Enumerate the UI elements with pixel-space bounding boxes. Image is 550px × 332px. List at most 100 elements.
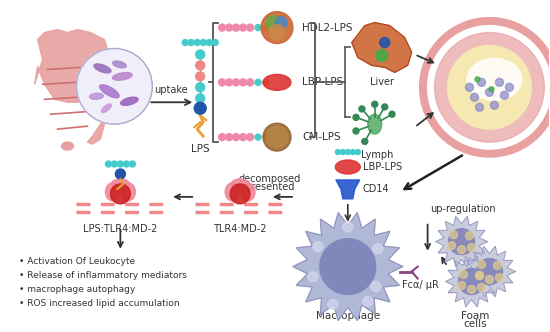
Circle shape	[448, 45, 531, 129]
Circle shape	[372, 101, 378, 107]
Circle shape	[182, 40, 188, 45]
Circle shape	[129, 161, 135, 167]
Text: TLR4:MD-2: TLR4:MD-2	[213, 224, 267, 234]
Circle shape	[500, 91, 508, 99]
Text: Macrophage: Macrophage	[316, 311, 380, 321]
Circle shape	[345, 150, 350, 155]
Text: HDL2-LPS: HDL2-LPS	[302, 23, 353, 33]
Circle shape	[123, 161, 129, 167]
Circle shape	[212, 40, 218, 45]
Circle shape	[505, 83, 513, 91]
Text: cells: cells	[464, 319, 487, 329]
Circle shape	[382, 104, 388, 110]
Circle shape	[263, 79, 269, 85]
Circle shape	[363, 296, 373, 306]
Ellipse shape	[120, 97, 138, 105]
Circle shape	[219, 134, 225, 141]
Circle shape	[477, 261, 486, 269]
Circle shape	[434, 33, 544, 142]
Text: Lymph: Lymph	[361, 150, 393, 160]
Circle shape	[475, 77, 480, 82]
Circle shape	[496, 78, 503, 86]
Circle shape	[76, 48, 152, 124]
Ellipse shape	[106, 183, 119, 201]
Circle shape	[226, 79, 233, 86]
Circle shape	[496, 274, 503, 282]
Circle shape	[320, 239, 376, 294]
Polygon shape	[336, 180, 360, 199]
Text: presented: presented	[245, 182, 295, 192]
Circle shape	[200, 40, 206, 45]
Text: Fcα/ μR: Fcα/ μR	[402, 280, 438, 290]
Circle shape	[336, 150, 340, 155]
Text: LBP-LPS: LBP-LPS	[302, 77, 343, 87]
Text: • macrophage autophagy: • macrophage autophagy	[19, 285, 135, 294]
Text: LPS:TLR4:MD-2: LPS:TLR4:MD-2	[83, 224, 158, 234]
Ellipse shape	[225, 183, 239, 201]
Circle shape	[353, 128, 359, 134]
Text: up-regulation: up-regulation	[431, 204, 496, 214]
Ellipse shape	[368, 114, 382, 134]
Circle shape	[226, 134, 233, 141]
Circle shape	[112, 161, 117, 167]
Circle shape	[246, 134, 254, 141]
Circle shape	[458, 282, 465, 290]
Ellipse shape	[90, 93, 103, 99]
Text: uptake: uptake	[155, 85, 188, 95]
Ellipse shape	[113, 61, 126, 68]
Circle shape	[427, 26, 550, 149]
Circle shape	[371, 282, 381, 291]
Circle shape	[373, 244, 383, 254]
Circle shape	[246, 79, 254, 86]
Circle shape	[362, 138, 368, 144]
Ellipse shape	[122, 183, 135, 201]
Ellipse shape	[113, 72, 132, 80]
Circle shape	[476, 259, 502, 285]
Circle shape	[263, 123, 291, 151]
Circle shape	[117, 161, 123, 167]
Text: • Release of inflammatory mediators: • Release of inflammatory mediators	[19, 271, 186, 280]
Circle shape	[116, 169, 125, 179]
Circle shape	[233, 24, 240, 31]
Ellipse shape	[102, 104, 111, 113]
Circle shape	[379, 38, 390, 47]
Ellipse shape	[241, 183, 255, 201]
Circle shape	[465, 83, 474, 91]
Text: LBP-LPS: LBP-LPS	[363, 162, 402, 172]
Circle shape	[343, 222, 353, 232]
Circle shape	[269, 25, 285, 41]
Circle shape	[233, 134, 240, 141]
Circle shape	[263, 25, 269, 31]
Circle shape	[489, 87, 494, 92]
Circle shape	[194, 40, 200, 45]
Circle shape	[476, 272, 483, 280]
Circle shape	[308, 272, 318, 282]
Circle shape	[448, 242, 455, 250]
Circle shape	[111, 184, 130, 204]
Circle shape	[465, 232, 474, 240]
Circle shape	[188, 40, 194, 45]
Ellipse shape	[94, 64, 111, 73]
Circle shape	[255, 79, 261, 85]
Text: • Activation Of Leukocyte: • Activation Of Leukocyte	[19, 257, 135, 266]
Circle shape	[389, 111, 395, 117]
Circle shape	[353, 115, 359, 121]
Circle shape	[266, 16, 280, 30]
Circle shape	[420, 18, 550, 157]
Circle shape	[476, 103, 483, 111]
Circle shape	[355, 150, 360, 155]
Circle shape	[196, 61, 205, 70]
Circle shape	[459, 269, 485, 294]
Ellipse shape	[100, 85, 119, 98]
Circle shape	[194, 102, 206, 114]
Circle shape	[449, 231, 458, 239]
Circle shape	[255, 25, 261, 31]
Text: LPS: LPS	[191, 144, 210, 154]
Circle shape	[275, 17, 287, 29]
Circle shape	[449, 229, 475, 255]
Text: Foam: Foam	[461, 311, 490, 321]
Circle shape	[246, 24, 254, 31]
Circle shape	[240, 134, 246, 141]
Circle shape	[476, 272, 483, 280]
Circle shape	[470, 93, 478, 101]
